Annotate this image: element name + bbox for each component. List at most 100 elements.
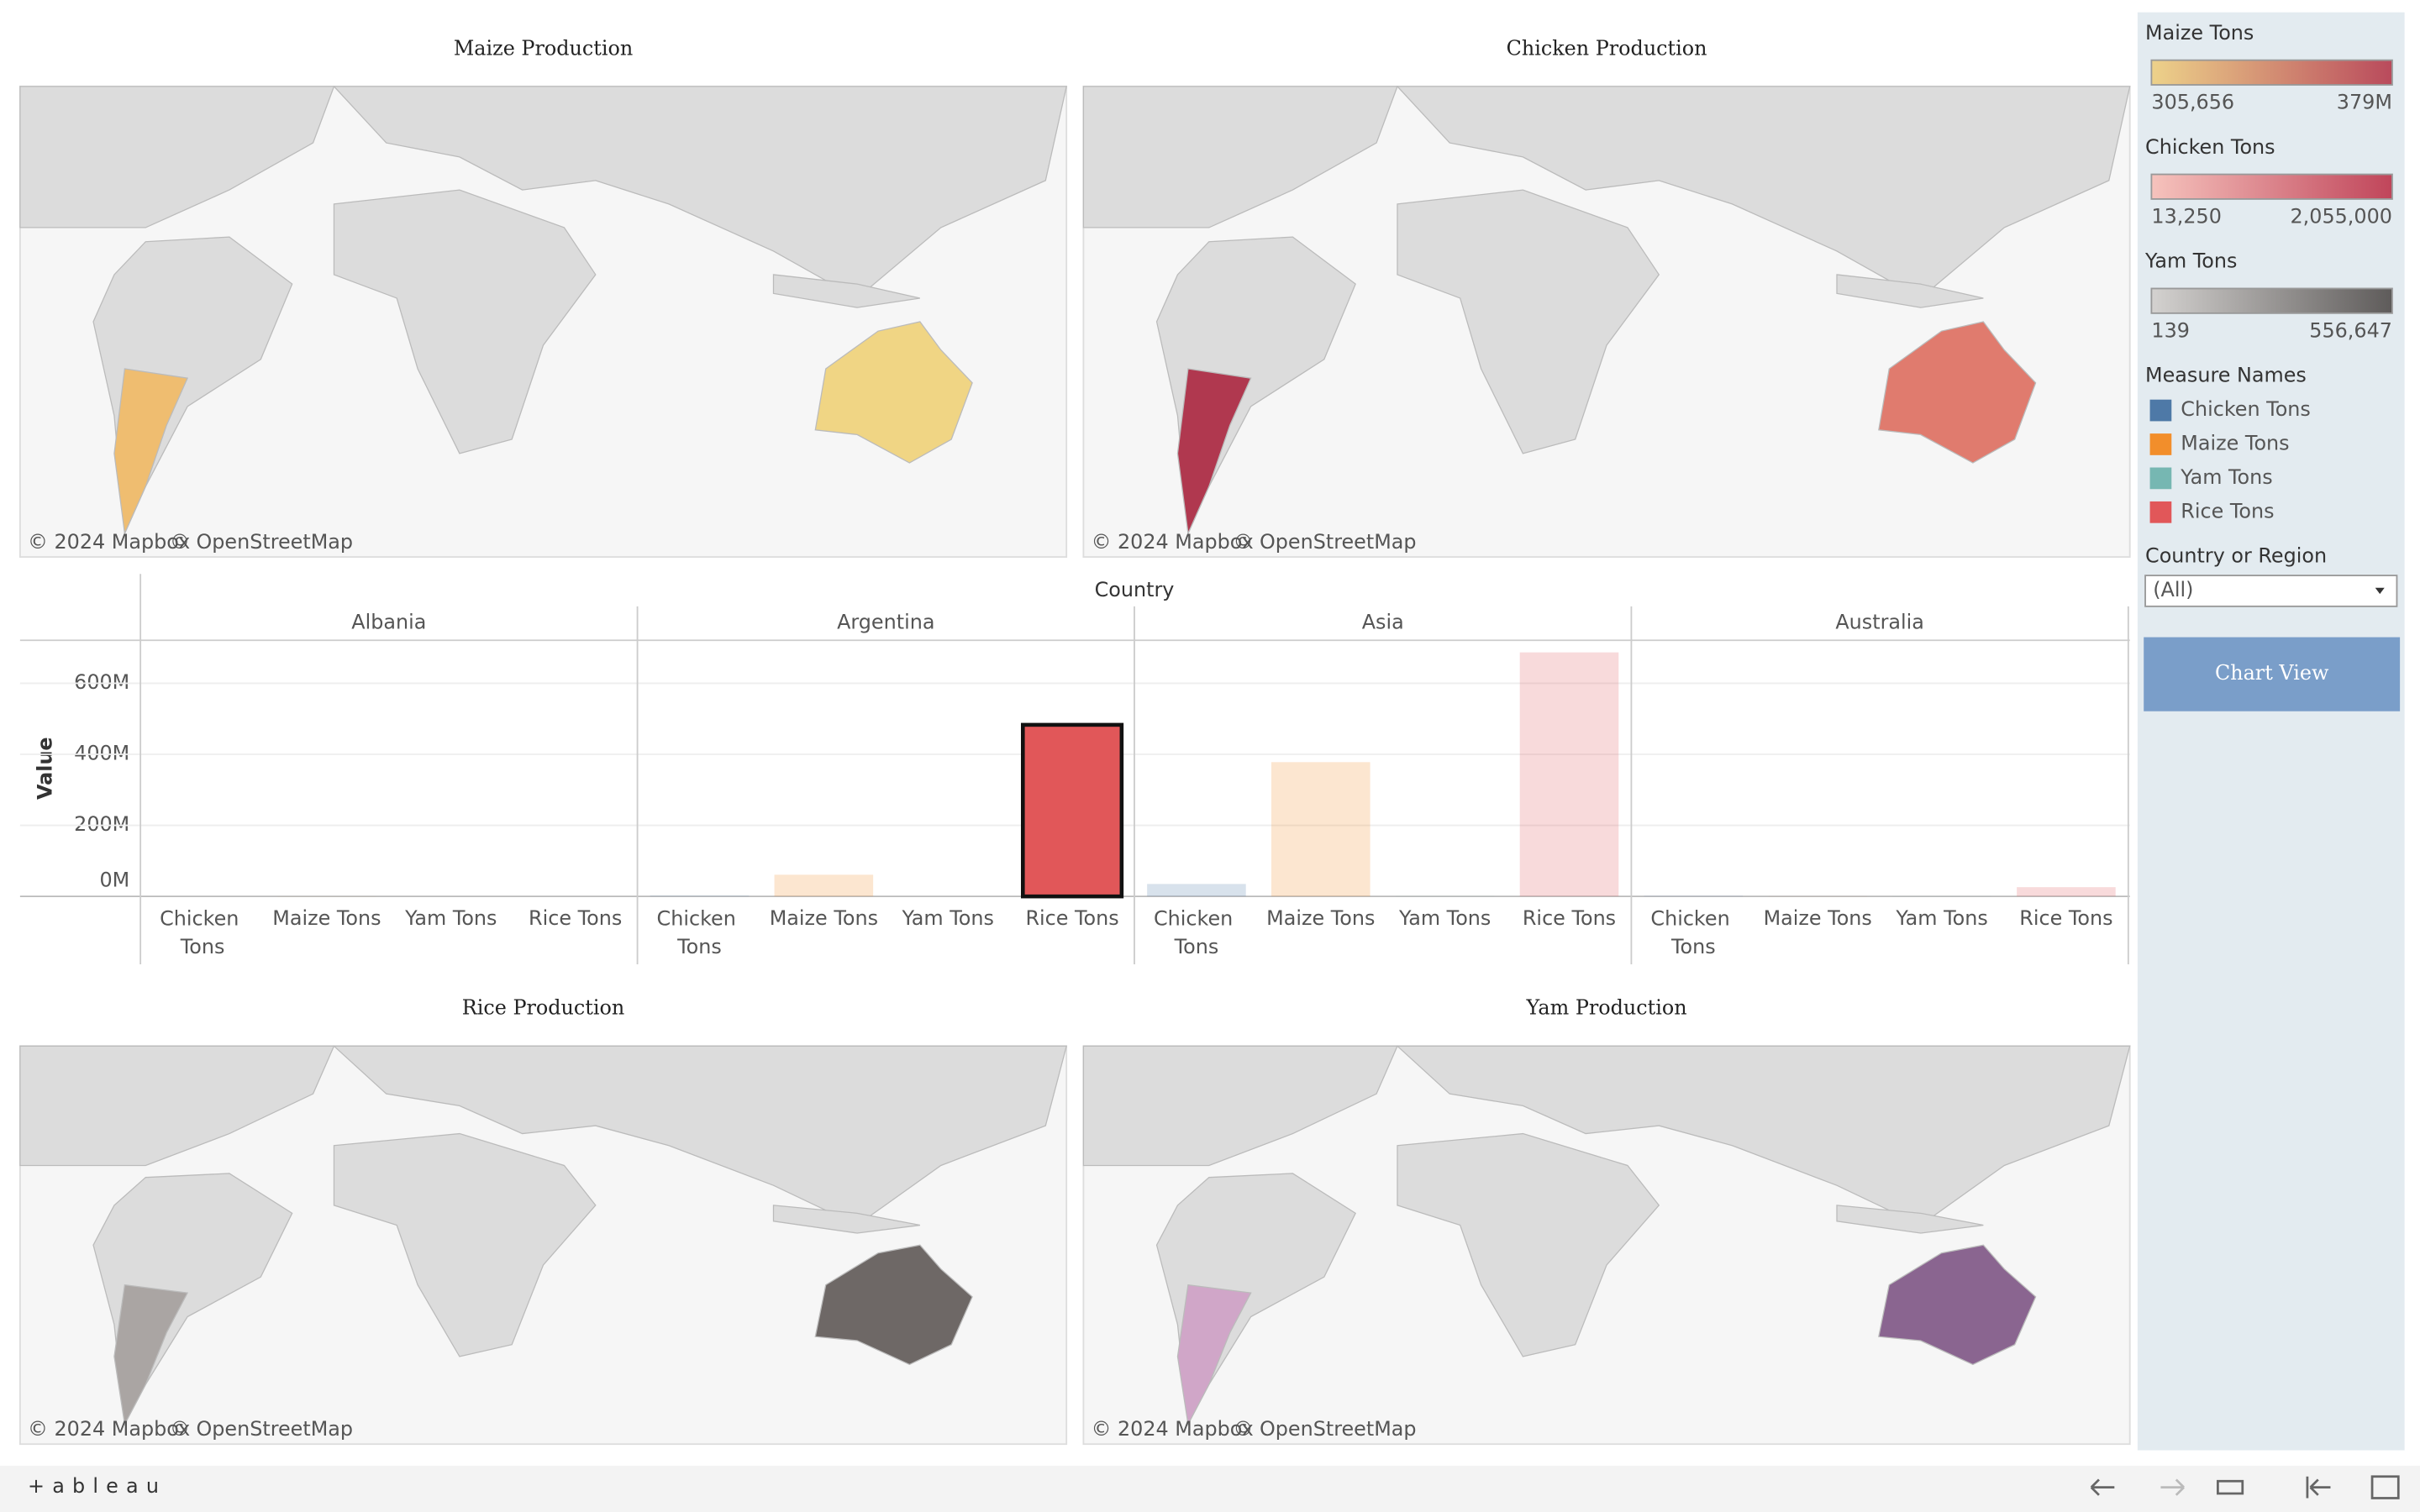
argentina [113, 1284, 189, 1426]
legend-min: 139 [2151, 318, 2190, 342]
argentina [1176, 368, 1252, 536]
x-tick-label: Yam Tons [404, 906, 497, 930]
legend-max: 379M [2337, 91, 2392, 114]
attribution: © 2024 Mapbox [28, 1417, 190, 1441]
bar[interactable] [1147, 884, 1246, 897]
fullscreen-icon[interactable] [2370, 1475, 2400, 1499]
legend-max: 2,055,000 [2291, 204, 2392, 228]
australia [1878, 1244, 2037, 1366]
button-label[interactable]: Chart View [2215, 661, 2329, 685]
y-tick-label: 400M [74, 741, 129, 764]
landmass [1397, 1132, 1660, 1357]
legend-swatch[interactable] [2149, 399, 2172, 422]
tableau-logo[interactable]: +ableau [28, 1474, 166, 1498]
attribution: © OpenStreetMap [170, 1417, 353, 1441]
attribution: © 2024 Mapbox [28, 530, 190, 554]
attribution: © 2024 Mapbox [1092, 1417, 1254, 1441]
revert-icon[interactable] [2217, 1479, 2244, 1495]
attribution: © OpenStreetMap [1234, 1417, 1417, 1441]
filter-title: Country or Region [2145, 544, 2327, 568]
landmass [1397, 189, 1660, 454]
legend-title: Measure Names [2145, 364, 2307, 387]
toolbar-icons [2090, 1475, 2400, 1499]
button[interactable] [2144, 637, 2401, 711]
undo-icon[interactable] [2090, 1478, 2115, 1496]
facet-label: Asia [1362, 611, 1404, 634]
color-ramp [2150, 173, 2393, 200]
x-tick-label: Rice Tons [529, 906, 622, 930]
landmass [1396, 86, 2131, 299]
australia [814, 321, 973, 464]
landmass [772, 274, 920, 308]
bar[interactable] [1021, 722, 1124, 899]
legend-title: Maize Tons [2145, 21, 2254, 45]
filter-value[interactable]: (All) [2153, 578, 2193, 601]
x-tick-label: Maize Tons [272, 906, 381, 930]
landmass [333, 1132, 597, 1357]
bar[interactable] [1519, 652, 1619, 897]
map[interactable]: © 2024 Mapbox© OpenStreetMap [18, 1045, 1068, 1446]
color-ramp [2150, 287, 2393, 314]
map[interactable]: © 2024 Mapbox© OpenStreetMap [1082, 85, 2131, 558]
legend-title: Yam Tons [2144, 249, 2237, 273]
legend-swatch[interactable] [2149, 501, 2172, 523]
legend-min: 13,250 [2151, 204, 2221, 228]
x-tick-label: Yam Tons [1398, 906, 1491, 930]
landmass [332, 86, 1067, 299]
legend-swatch[interactable] [2149, 433, 2172, 455]
map[interactable]: © 2024 Mapbox© OpenStreetMap [18, 85, 1068, 558]
legend-label[interactable]: Yam Tons [2180, 465, 2272, 489]
bar[interactable] [1644, 895, 1744, 897]
facet-label: Argentina [837, 611, 934, 634]
x-tick-label: Chicken Tons [1650, 906, 1736, 958]
reset-icon[interactable] [2306, 1476, 2331, 1499]
x-tick-label: Chicken Tons [1154, 906, 1239, 958]
y-tick-label: 0M [100, 868, 130, 891]
map-title: Rice Production [462, 996, 624, 1020]
bar[interactable] [774, 874, 874, 897]
legend-label[interactable]: Maize Tons [2181, 431, 2289, 454]
map-title: Yam Production [1525, 996, 1686, 1020]
landmass [1836, 274, 1984, 308]
map-title: Chicken Production [1507, 36, 1707, 60]
bar[interactable] [650, 895, 750, 897]
legend-label[interactable]: Rice Tons [2181, 499, 2274, 522]
x-tick-label: Yam Tons [1895, 906, 1987, 930]
x-tick-label: Yam Tons [902, 906, 994, 930]
x-tick-label: Chicken Tons [657, 906, 743, 958]
argentina [1176, 1284, 1252, 1426]
attribution: © OpenStreetMap [1234, 530, 1417, 554]
map[interactable]: © 2024 Mapbox© OpenStreetMap [1082, 1045, 2131, 1446]
footer [0, 1465, 2420, 1512]
facet-label: Australia [1835, 611, 1924, 634]
legend-max: 556,647 [2309, 318, 2392, 342]
landmass [1836, 1205, 1984, 1234]
australia [814, 1244, 973, 1366]
attribution: © 2024 Mapbox [1092, 530, 1254, 554]
legend-title: Chicken Tons [2145, 135, 2275, 159]
x-tick-label: Rice Tons [2019, 906, 2112, 930]
bar[interactable] [1271, 762, 1370, 897]
landmass [1396, 1045, 2131, 1226]
australia [1878, 321, 2037, 464]
sidebar [2137, 12, 2405, 1451]
landmass [332, 1045, 1068, 1226]
legend-label[interactable]: Chicken Tons [2181, 397, 2311, 421]
x-tick-label: Maize Tons [770, 906, 878, 930]
x-tick-label: Maize Tons [1764, 906, 1872, 930]
x-tick-label: Rice Tons [1025, 906, 1118, 930]
dropdown-arrow [2375, 587, 2385, 595]
x-tick-label: Maize Tons [1266, 906, 1375, 930]
landmass [333, 189, 597, 454]
landmass [772, 1205, 920, 1234]
color-ramp [2150, 59, 2393, 86]
redo-icon[interactable] [2160, 1478, 2185, 1496]
filter-dropdown[interactable] [2144, 575, 2398, 607]
bar[interactable] [2017, 887, 2116, 897]
legend-swatch[interactable] [2149, 467, 2172, 490]
x-tick-label: Chicken Tons [160, 906, 245, 958]
argentina [113, 368, 189, 536]
chart-title: Country [1095, 578, 1175, 601]
